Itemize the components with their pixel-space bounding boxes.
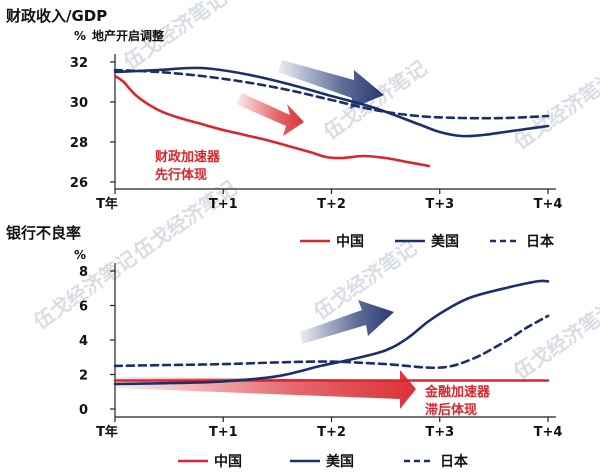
bottom-legend-usa: 美国 [326,453,354,470]
top-y-tick-label: 28 [70,136,88,151]
bottom-y-tick-label: 6 [79,300,88,315]
bottom-y-tick-label: 0 [79,403,88,418]
bottom-x-tick-label: T+4 [534,425,563,440]
top-x-tick-label: T+4 [534,197,563,212]
bottom-y-tick-label: 2 [79,369,88,384]
bottom-x-tick-label: T+2 [317,425,346,440]
top-blue-arrow [278,60,384,109]
watermark-text: 伍戈经济笔记 [508,66,600,155]
top-legend-china: 中国 [336,233,364,250]
top-red-arrow [236,93,304,136]
bottom-axes: T年 T+1 T+2 T+3 T+4 0 2 4 6 8 [79,263,562,440]
top-annotation-line2: 先行体现 [155,167,207,183]
top-annotation-line1: 财政加速器 [155,149,221,165]
bottom-legend: 中国 美国 日本 [178,453,469,470]
bottom-blue-arrow [300,300,394,344]
bottom-y-tick-label: 8 [79,265,88,280]
bottom-series-2-line [113,314,550,370]
bottom-x-tick-label: T+1 [209,425,238,440]
top-chart-title: 财政收入/GDP [6,7,107,25]
watermark-text: 伍戈经济笔记 [508,296,600,385]
top-axes: T年 T+1 T+2 T+3 T+4 26 28 30 32 [70,54,563,212]
bottom-red-arrow [115,370,416,409]
bottom-y-tick-label: 4 [79,334,88,349]
bottom-x-tick-label: T+3 [425,425,454,440]
bottom-x-tick-label: T年 [96,424,118,440]
top-y-tick-label: 30 [70,96,88,111]
top-x-tick-label: T年 [96,196,118,212]
top-series-1-line [113,66,550,138]
top-x-tick-label: T+2 [317,197,346,212]
bottom-chart-unit: % [74,248,86,262]
bottom-series [113,279,550,386]
top-x-tick-label: T+1 [209,197,238,212]
bottom-series-1-line [113,279,550,386]
top-series [113,66,550,168]
top-x-tick-label: T+3 [425,197,454,212]
bottom-chart-title: 银行不良率 [6,224,81,242]
bottom-annotation-line1: 金融加速器 [424,384,491,400]
top-series-2-line [113,68,550,120]
top-series-0-line [113,74,431,168]
top-legend-usa: 美国 [431,233,459,250]
bottom-legend-japan: 日本 [440,453,469,470]
top-chart-unit: % [74,29,86,43]
bottom-legend-china: 中国 [214,453,242,470]
top-y-tick-label: 26 [70,176,88,191]
watermark-layer: 伍戈经济笔记伍戈经济笔记伍戈经济笔记伍戈经济笔记伍戈经济笔记伍戈经济笔记伍戈经济… [28,0,600,385]
top-chart-subtitle: 地产开启调整 [92,28,164,43]
bottom-annotation-line2: 滞后体现 [425,402,477,418]
top-legend-japan: 日本 [526,233,555,250]
top-legend: 中国 美国 日本 [300,233,555,250]
top-y-tick-label: 32 [70,56,88,71]
